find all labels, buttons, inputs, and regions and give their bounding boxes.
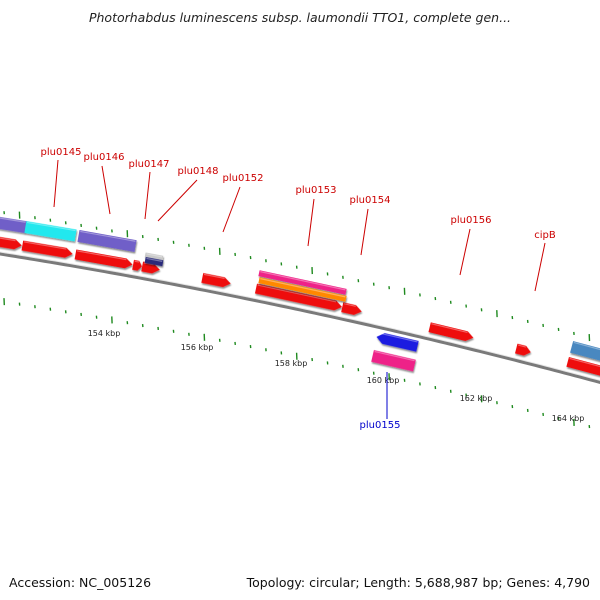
gene-label-leader <box>307 198 315 247</box>
gene-feature[interactable] <box>144 257 164 267</box>
gene-feature[interactable] <box>24 221 77 242</box>
gene-label-leader <box>101 165 111 215</box>
gene-feature[interactable] <box>254 283 343 312</box>
gene-label-leader <box>360 208 369 256</box>
gene-feature[interactable] <box>201 272 231 288</box>
gene-label-leader <box>144 171 151 220</box>
gene-feature[interactable] <box>371 350 416 372</box>
gene-label[interactable]: plu0145 <box>41 147 82 158</box>
gene-feature[interactable] <box>341 302 363 316</box>
gene-feature[interactable] <box>77 230 137 253</box>
gene-feature[interactable] <box>428 322 474 342</box>
tick-label: 156 kbp <box>181 343 214 352</box>
feature-tracks <box>0 216 600 377</box>
gene-label[interactable]: plu0155 <box>360 420 401 431</box>
tick-label: 160 kbp <box>367 376 400 385</box>
gene-feature[interactable] <box>258 277 347 302</box>
map-title: Photorhabdus luminescens subsp. laumondi… <box>88 10 512 25</box>
gene-label[interactable]: plu0156 <box>451 215 492 226</box>
gene-label[interactable]: plu0153 <box>296 185 337 196</box>
gene-label[interactable]: plu0152 <box>223 173 264 184</box>
gene-label[interactable]: plu0147 <box>129 159 170 170</box>
tick-label: 154 kbp <box>88 329 121 338</box>
gene-feature[interactable] <box>570 341 600 362</box>
gene-label[interactable]: plu0154 <box>350 195 391 206</box>
gene-feature[interactable] <box>0 216 27 234</box>
tick-label: 162 kbp <box>460 394 493 403</box>
gene-label-leader <box>459 228 471 276</box>
gene-label-leader <box>534 242 546 292</box>
tick-label: 158 kbp <box>275 359 308 368</box>
gene-label[interactable]: plu0146 <box>84 152 125 163</box>
gene-feature[interactable] <box>132 259 143 271</box>
tick-marks <box>3 211 591 429</box>
gene-feature[interactable] <box>514 343 532 357</box>
gene-feature[interactable] <box>74 249 134 270</box>
tick-labels: 154 kbp 156 kbp 158 kbp 160 kbp 162 kbp 164 k… <box>88 329 585 423</box>
gene-feature[interactable] <box>141 261 161 275</box>
gene-labels: plu0145 plu0146 plu0147 plu0148 plu0152 plu01… <box>41 147 556 431</box>
gene-feature[interactable] <box>566 356 600 377</box>
gene-label[interactable]: plu0148 <box>178 166 219 177</box>
gene-feature[interactable] <box>21 240 74 259</box>
genome-backbone <box>0 251 600 385</box>
gene-label-leader <box>157 179 198 222</box>
accession-label: Accession: NC_005126 <box>9 575 152 590</box>
gene-feature[interactable] <box>0 236 23 250</box>
gene-feature[interactable] <box>258 270 347 295</box>
gene-feature[interactable] <box>375 331 419 352</box>
gene-feature[interactable] <box>144 252 164 261</box>
gene-label-leader <box>222 186 241 233</box>
genome-info-label: Topology: circular; Length: 5,688,987 bp… <box>246 575 590 590</box>
gene-label[interactable]: cipB <box>534 230 556 241</box>
gene-label-leader <box>53 159 59 208</box>
tick-label: 164 kbp <box>552 414 585 423</box>
